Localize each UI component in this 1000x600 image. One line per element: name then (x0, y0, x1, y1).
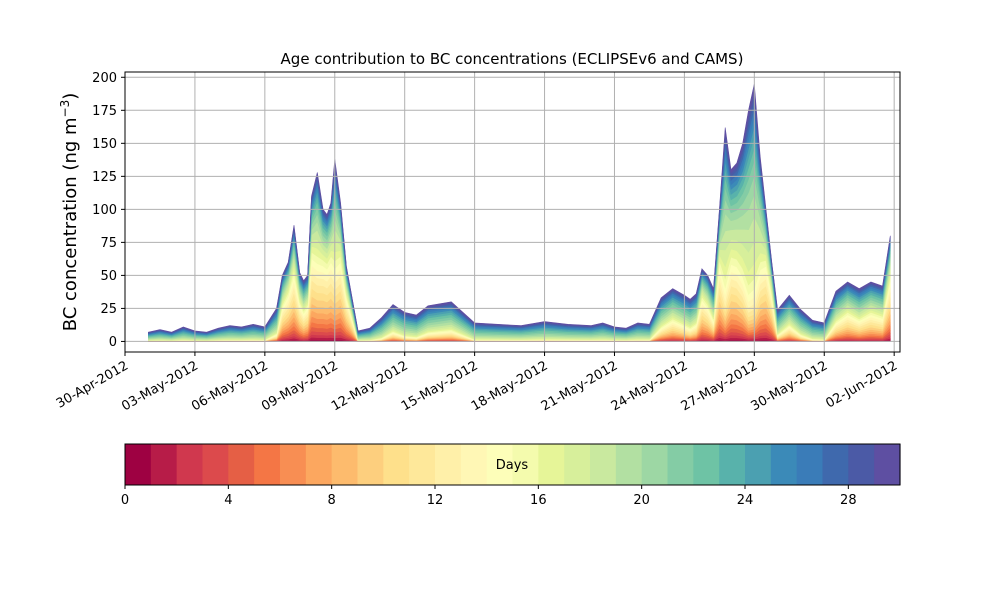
age-band-area (148, 91, 891, 334)
x-tick-label: 03-May-2012 (119, 358, 201, 414)
x-tick-label: 06-May-2012 (189, 358, 271, 414)
colorbar-swatch (615, 444, 643, 485)
colorbar-swatch (564, 444, 591, 485)
colorbar-tick-label: 12 (427, 493, 444, 508)
colorbar-swatch (745, 444, 772, 485)
y-tick-label: 0 (109, 335, 117, 350)
age-band-area (148, 126, 891, 336)
y-axis-label-main: BC concentration (ng m (60, 117, 81, 331)
colorbar-tick-label: 0 (121, 493, 129, 508)
chart-title: Age contribution to BC concentrations (E… (281, 50, 744, 68)
age-band-area (148, 83, 891, 333)
y-tick-label: 125 (92, 170, 117, 185)
colorbar-swatch (590, 444, 617, 485)
x-tick-label: 27-May-2012 (679, 358, 761, 414)
colorbar-swatch (719, 444, 746, 485)
colorbar-swatch (228, 444, 255, 485)
x-tick-label: 18-May-2012 (469, 358, 551, 414)
x-tick-label: 09-May-2012 (259, 358, 341, 414)
colorbar-swatch (770, 444, 798, 485)
colorbar: Days 0 4 8 12 16 20 24 28 (121, 443, 901, 508)
colorbar-swatch (538, 444, 565, 485)
colorbar-swatch (305, 444, 333, 485)
colorbar-swatch (512, 444, 539, 485)
colorbar-swatch (435, 444, 462, 485)
colorbar-swatch (280, 444, 307, 485)
colorbar-tick-label: 24 (737, 493, 754, 508)
x-tick-label: 24-May-2012 (609, 358, 691, 414)
age-bands (148, 83, 891, 342)
colorbar-swatch (176, 444, 204, 485)
y-tick-label: 200 (92, 71, 117, 86)
colorbar-swatch (150, 444, 178, 485)
age-band-area (148, 136, 891, 337)
age-band-area (148, 116, 891, 336)
x-tick-label: 15-May-2012 (399, 358, 481, 414)
colorbar-swatch (486, 444, 514, 485)
colorbar-swatch (667, 444, 694, 485)
y-tick-label: 75 (100, 236, 117, 251)
x-tick-label: 02-Jun-2012 (823, 358, 900, 411)
colorbar-swatch (641, 444, 669, 485)
colorbar-swatch (125, 444, 152, 485)
plot-area: 0 25 50 75 100 125 150 175 200 30-Apr-201203-May… (54, 71, 901, 414)
y-tick-label: 175 (92, 104, 117, 119)
age-band-area (148, 99, 891, 334)
colorbar-tick-label: 28 (840, 493, 857, 508)
colorbar-swatch (202, 444, 229, 485)
colorbar-swatch (693, 444, 720, 485)
colorbar-swatch (254, 444, 281, 485)
x-tick-label: 30-May-2012 (749, 358, 831, 414)
colorbar-swatch (331, 444, 359, 485)
y-tick-label: 100 (92, 203, 117, 218)
colorbar-label: Days (496, 458, 529, 473)
x-tick-label: 12-May-2012 (329, 358, 411, 414)
colorbar-swatch (383, 444, 410, 485)
colorbar-tick-label: 4 (224, 493, 232, 508)
y-tick-label: 150 (92, 137, 117, 152)
colorbar-swatch (409, 444, 436, 485)
colorbar-swatch (874, 444, 901, 485)
colorbar-swatch (822, 444, 849, 485)
x-axis: 30-Apr-201203-May-201206-May-201209-May-… (54, 352, 900, 414)
colorbar-tick-label: 8 (328, 493, 336, 508)
colorbar-ticks: 0 4 8 12 16 20 24 28 (121, 485, 857, 508)
age-band-area (148, 107, 891, 335)
y-tick-label: 50 (100, 269, 117, 284)
y-axis-label: BC concentration (ng m−3) (58, 93, 81, 332)
x-tick-label: 30-Apr-2012 (54, 358, 131, 411)
colorbar-tick-label: 16 (530, 493, 547, 508)
y-axis-label-close: ) (60, 93, 81, 100)
colorbar-swatch (848, 444, 875, 485)
colorbar-tick-label: 20 (633, 493, 650, 508)
y-axis-label-exponent: −3 (58, 100, 72, 118)
y-tick-label: 25 (100, 302, 117, 317)
colorbar-swatch (357, 444, 384, 485)
plot-frame (124, 71, 901, 353)
colorbar-swatch (460, 444, 488, 485)
colorbar-swatch (796, 444, 824, 485)
x-tick-label: 21-May-2012 (539, 358, 621, 414)
colorbar-frame (124, 443, 901, 486)
y-axis: 0 25 50 75 100 125 150 175 200 (92, 71, 125, 350)
